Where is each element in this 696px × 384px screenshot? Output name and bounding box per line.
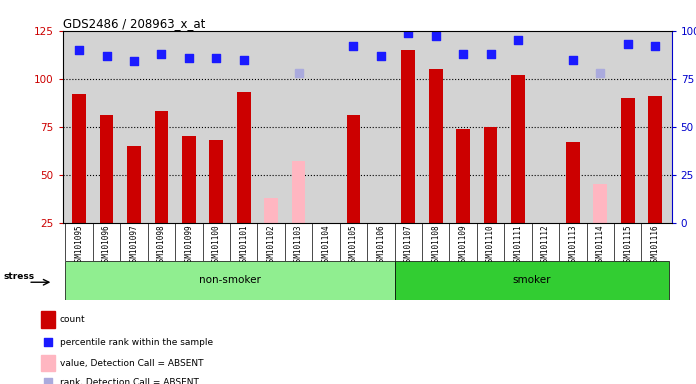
Text: GSM101108: GSM101108	[432, 225, 441, 266]
Bar	[264, 198, 278, 223]
Text: percentile rank within the sample: percentile rank within the sample	[60, 338, 213, 347]
Bar	[511, 75, 525, 223]
Text: stress: stress	[3, 272, 34, 281]
Point	[462, 326, 473, 332]
Text: GSM101111: GSM101111	[514, 225, 523, 266]
Bar	[100, 115, 113, 223]
Point	[101, 53, 112, 59]
Point	[430, 33, 441, 40]
Bar	[395, 261, 669, 300]
Bar	[402, 50, 415, 223]
Point	[649, 43, 661, 49]
Text: count: count	[60, 315, 86, 324]
Bar	[182, 136, 196, 223]
Text: GSM101097: GSM101097	[129, 225, 139, 266]
Text: GSM101112: GSM101112	[541, 225, 550, 266]
Bar	[484, 127, 498, 223]
Text: GSM101116: GSM101116	[651, 225, 660, 266]
Point	[238, 56, 249, 63]
Point	[74, 47, 85, 53]
Bar	[155, 111, 168, 223]
Point	[128, 58, 139, 65]
Text: GSM101107: GSM101107	[404, 225, 413, 266]
Text: value, Detection Call = ABSENT: value, Detection Call = ABSENT	[60, 359, 203, 367]
Bar	[65, 261, 395, 300]
Point	[293, 70, 304, 76]
Text: GSM101096: GSM101096	[102, 225, 111, 266]
Point	[348, 43, 359, 49]
Text: GSM101095: GSM101095	[74, 225, 84, 266]
Text: GSM101115: GSM101115	[623, 225, 632, 266]
Text: GSM101102: GSM101102	[267, 225, 276, 266]
Text: GSM101104: GSM101104	[322, 225, 331, 266]
Text: GSM101110: GSM101110	[486, 225, 495, 266]
Point	[485, 51, 496, 57]
Bar	[237, 92, 251, 223]
Point	[375, 53, 386, 59]
Point	[183, 55, 194, 61]
Point	[403, 30, 414, 36]
Bar	[209, 140, 223, 223]
Text: GSM101099: GSM101099	[184, 225, 193, 266]
Text: GSM101098: GSM101098	[157, 225, 166, 266]
Text: GSM101113: GSM101113	[569, 225, 578, 266]
Bar	[347, 115, 361, 223]
Text: GSM101109: GSM101109	[459, 225, 468, 266]
Text: GSM101105: GSM101105	[349, 225, 358, 266]
Bar	[566, 142, 580, 223]
Point	[567, 56, 578, 63]
Bar	[41, 355, 55, 371]
Bar	[594, 184, 607, 223]
Bar	[621, 98, 635, 223]
Bar	[127, 146, 141, 223]
Text: GSM101106: GSM101106	[377, 225, 386, 266]
Point	[512, 37, 523, 43]
Text: GSM101101: GSM101101	[239, 225, 248, 266]
Text: GSM101114: GSM101114	[596, 225, 605, 266]
Bar	[457, 129, 470, 223]
Bar	[72, 94, 86, 223]
Text: rank, Detection Call = ABSENT: rank, Detection Call = ABSENT	[60, 378, 199, 384]
Point	[595, 70, 606, 76]
Text: GSM101103: GSM101103	[294, 225, 303, 266]
Text: non-smoker: non-smoker	[199, 275, 261, 285]
Bar	[429, 69, 443, 223]
Point	[457, 51, 468, 57]
Bar	[648, 96, 662, 223]
Text: smoker: smoker	[512, 275, 551, 285]
Bar	[292, 161, 306, 223]
Text: GSM101100: GSM101100	[212, 225, 221, 266]
Bar	[41, 311, 55, 328]
Point	[211, 55, 222, 61]
Text: GDS2486 / 208963_x_at: GDS2486 / 208963_x_at	[63, 17, 205, 30]
Point	[156, 51, 167, 57]
Point	[622, 41, 633, 47]
